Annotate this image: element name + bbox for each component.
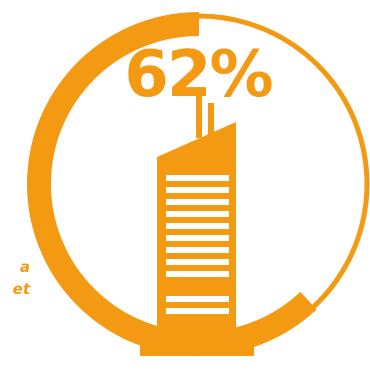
- skyscraper-window-stripes: [166, 175, 229, 314]
- gauge-remaining-track: [198, 13, 370, 309]
- side-text-line-2: et: [12, 280, 30, 298]
- side-text-line-1: a: [19, 258, 30, 276]
